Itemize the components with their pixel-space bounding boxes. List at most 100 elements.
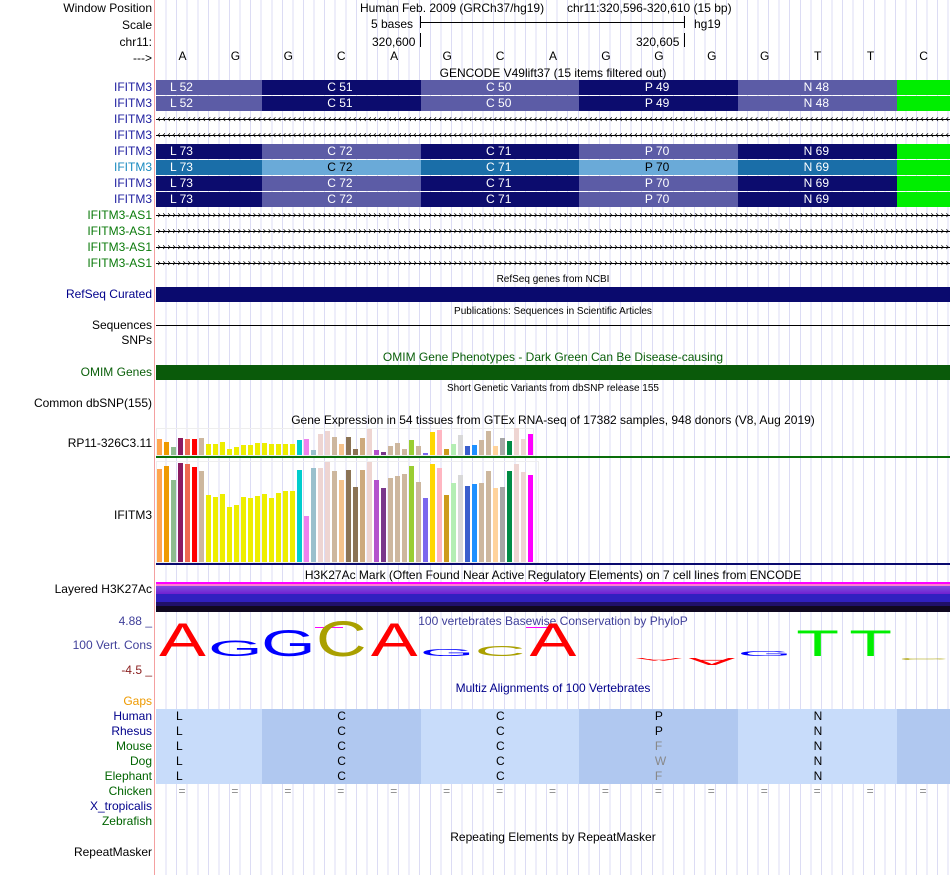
gene-row[interactable]: L 73 C 72 C 71 P 70 N 69 xyxy=(156,160,950,175)
gtex-bar-ifitm3[interactable] xyxy=(213,497,218,562)
gtex-bar-rp11[interactable] xyxy=(227,448,232,455)
gtex-bar-ifitm3[interactable] xyxy=(220,494,225,562)
gtex-bar-ifitm3[interactable] xyxy=(444,495,449,562)
gtex-bar-ifitm3[interactable] xyxy=(507,471,512,562)
gene-label[interactable]: IFITM3 xyxy=(114,176,152,190)
alignment-block[interactable]: F xyxy=(579,769,739,784)
gtex-bar-rp11[interactable] xyxy=(430,431,435,455)
gtex-bar-rp11[interactable] xyxy=(241,444,246,455)
intron-line[interactable]: ››››››››››››››››››››››››››››››››››››››››… xyxy=(156,208,950,223)
alignment-block[interactable]: L xyxy=(156,769,262,784)
omim-bar[interactable] xyxy=(156,365,950,380)
gene-row[interactable]: L 73 C 72 C 71 P 70 N 69 xyxy=(156,176,950,191)
alignment-block[interactable] xyxy=(897,754,950,769)
gtex-bar-rp11[interactable] xyxy=(325,430,330,455)
gtex-bar-rp11[interactable] xyxy=(528,433,533,455)
gtex-bar-rp11[interactable] xyxy=(269,443,274,455)
gtex-bar-rp11[interactable] xyxy=(185,438,190,455)
alignment-block[interactable]: C xyxy=(261,724,421,739)
alignment-block[interactable]: F xyxy=(579,739,739,754)
gtex-bar-ifitm3[interactable] xyxy=(528,475,533,562)
codon-block[interactable]: C 51 xyxy=(261,96,421,111)
repeatmasker-label[interactable]: RepeatMasker xyxy=(73,845,152,859)
gtex-bar-ifitm3[interactable] xyxy=(318,468,323,562)
codon-block[interactable]: N 48 xyxy=(738,80,898,95)
gtex-bar-rp11[interactable] xyxy=(479,439,484,455)
gtex-bar-ifitm3[interactable] xyxy=(332,471,337,562)
codon-block[interactable]: N 69 xyxy=(738,192,898,207)
gtex-bar-ifitm3[interactable] xyxy=(423,498,428,562)
gtex-bar-ifitm3[interactable] xyxy=(227,507,232,562)
gtex-bar-rp11[interactable] xyxy=(157,439,162,455)
gene-row[interactable]: L 52 C 51 C 50 P 49 N 48 xyxy=(156,96,950,111)
gtex-bar-rp11[interactable] xyxy=(507,440,512,455)
alignment-block[interactable] xyxy=(897,769,950,784)
gtex-bar-rp11[interactable] xyxy=(178,437,183,455)
codon-block[interactable]: C 71 xyxy=(420,176,580,191)
gtex-bar-rp11[interactable] xyxy=(402,448,407,455)
alignment-block[interactable]: N xyxy=(738,709,898,724)
gtex-bar-rp11[interactable] xyxy=(171,446,176,455)
species-label[interactable]: Rhesus xyxy=(111,724,152,738)
alignment-block[interactable]: N xyxy=(738,739,898,754)
species-label[interactable]: Dog xyxy=(129,754,152,768)
alignment-block[interactable]: C xyxy=(420,709,580,724)
gtex-bar-rp11[interactable] xyxy=(206,443,211,455)
codon-block[interactable]: L 52 xyxy=(156,80,262,95)
gene-label[interactable]: IFITM3 xyxy=(114,96,152,110)
codon-block[interactable]: P 49 xyxy=(579,80,739,95)
dbsnp-label[interactable]: Common dbSNP(155) xyxy=(33,396,152,410)
codon-block[interactable]: C 71 xyxy=(420,192,580,207)
codon-block[interactable]: N 48 xyxy=(738,96,898,111)
gtex-bar-rp11[interactable] xyxy=(367,428,372,455)
gtex-bar-ifitm3[interactable] xyxy=(157,469,162,562)
gene-row[interactable]: L 52 C 51 C 50 P 49 N 48 xyxy=(156,80,950,95)
gtex-bar-ifitm3[interactable] xyxy=(521,472,526,562)
gtex-bar-ifitm3[interactable] xyxy=(241,497,246,562)
gtex-bar-ifitm3[interactable] xyxy=(367,462,372,562)
gtex-bar-ifitm3[interactable] xyxy=(388,478,393,562)
codon-block[interactable]: L 73 xyxy=(156,144,262,159)
codon-block[interactable]: C 71 xyxy=(420,144,580,159)
gtex-bar-ifitm3[interactable] xyxy=(500,487,505,562)
gtex-bar-rp11[interactable] xyxy=(521,438,526,455)
codon-block[interactable]: C 72 xyxy=(261,144,421,159)
gtex-bar-rp11[interactable] xyxy=(395,442,400,455)
alignment-block[interactable]: C xyxy=(420,754,580,769)
alignment-block[interactable] xyxy=(897,709,950,724)
codon-block[interactable]: L 73 xyxy=(156,192,262,207)
gtex-bar-rp11[interactable] xyxy=(353,448,358,455)
gtex-bar-ifitm3[interactable] xyxy=(248,498,253,562)
h3k27ac-layered-signal[interactable] xyxy=(156,582,950,612)
gtex-bar-ifitm3[interactable] xyxy=(451,483,456,562)
sequences-label[interactable]: Sequences xyxy=(91,318,152,332)
alignment-block[interactable]: C xyxy=(420,724,580,739)
gtex-bar-rp11[interactable] xyxy=(451,443,456,455)
codon-block[interactable]: C 71 xyxy=(420,160,580,175)
codon-block[interactable]: C 51 xyxy=(261,80,421,95)
gene-label[interactable]: IFITM3 xyxy=(114,128,152,142)
alignment-block[interactable]: C xyxy=(261,709,421,724)
codon-block[interactable]: L 73 xyxy=(156,176,262,191)
gtex-bar-ifitm3[interactable] xyxy=(339,480,344,562)
codon-block[interactable]: P 70 xyxy=(579,144,739,159)
codon-block[interactable]: N 69 xyxy=(738,160,898,175)
refseq-gene-bar[interactable] xyxy=(156,287,950,302)
alignment-block[interactable]: C xyxy=(420,769,580,784)
intron-line[interactable]: ‹‹‹‹‹‹‹‹‹‹‹‹‹‹‹‹‹‹‹‹‹‹‹‹‹‹‹‹‹‹‹‹‹‹‹‹‹‹‹‹… xyxy=(156,128,950,143)
gtex-bar-ifitm3[interactable] xyxy=(360,470,365,562)
utr-block[interactable] xyxy=(897,160,950,175)
gaps-label[interactable]: Gaps xyxy=(123,694,152,708)
codon-block[interactable]: C 72 xyxy=(261,160,421,175)
gene-label[interactable]: IFITM3 xyxy=(114,80,152,94)
gene-label[interactable]: IFITM3 xyxy=(114,160,152,174)
gtex-bar-rp11[interactable] xyxy=(192,438,197,455)
gtex-bar-rp11[interactable] xyxy=(283,443,288,455)
gtex-bar-ifitm3[interactable] xyxy=(171,480,176,562)
intron-line[interactable]: ››››››››››››››››››››››››››››››››››››››››… xyxy=(156,224,950,239)
gene-label[interactable]: IFITM3-AS1 xyxy=(87,208,152,222)
gtex-bar-rp11[interactable] xyxy=(220,441,225,455)
gtex-bar-rp11[interactable] xyxy=(409,439,414,455)
gene-label[interactable]: IFITM3-AS1 xyxy=(87,256,152,270)
codon-block[interactable]: C 72 xyxy=(261,192,421,207)
